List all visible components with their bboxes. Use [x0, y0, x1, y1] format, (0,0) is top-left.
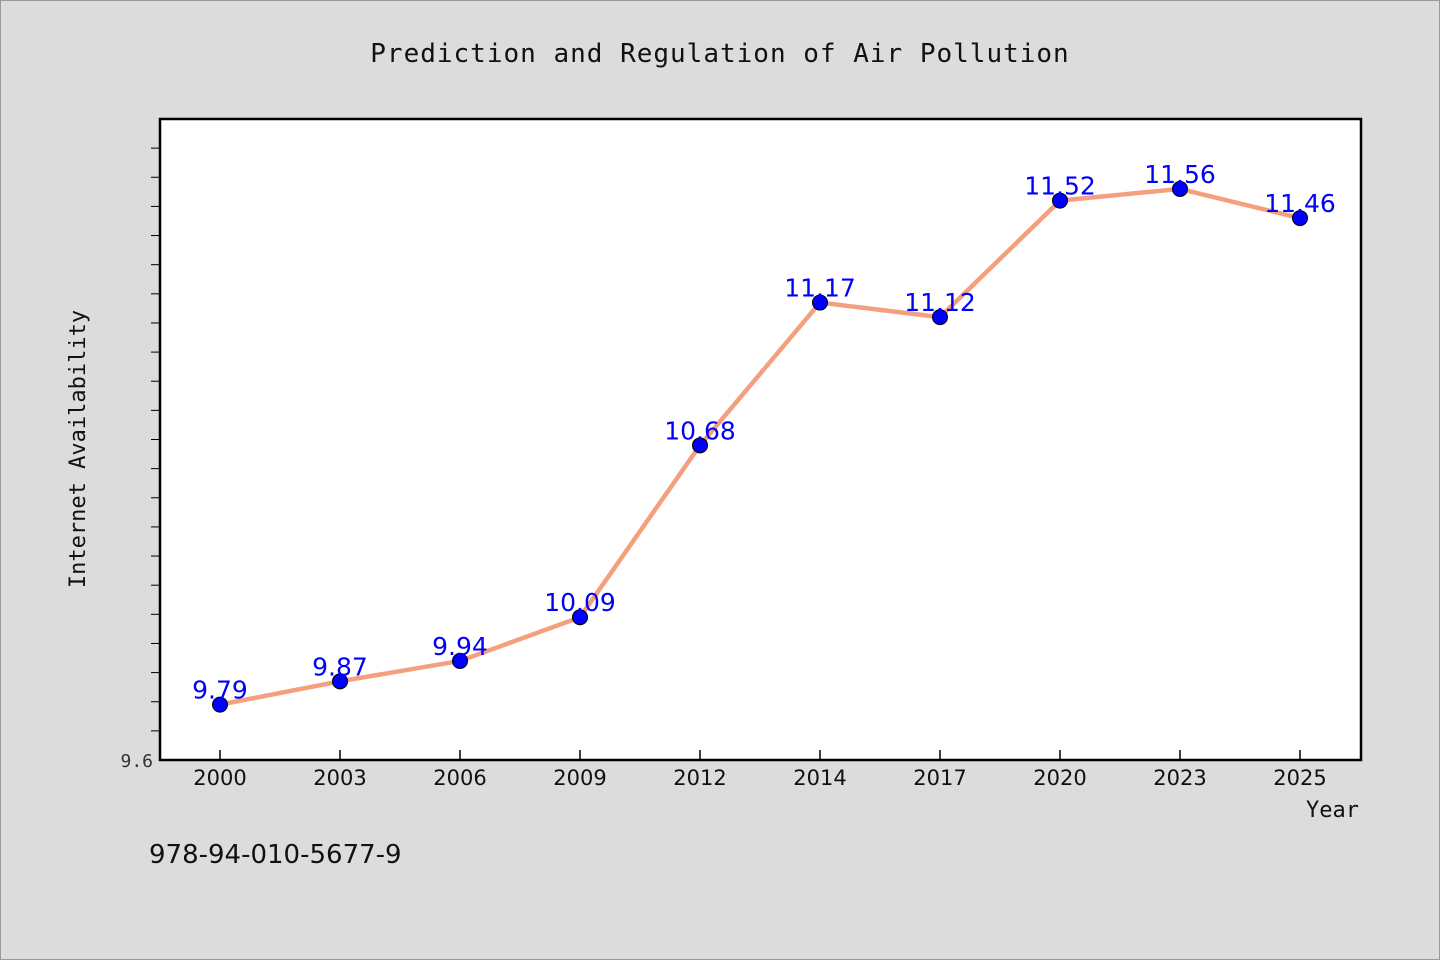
footnote: 978-94-010-5677-9	[149, 840, 402, 870]
x-tick-label: 2009	[553, 766, 606, 790]
data-point	[212, 696, 228, 713]
data-label: 9.79	[192, 676, 248, 705]
data-points	[212, 180, 1308, 713]
data-point	[452, 652, 468, 669]
x-axis-tick-labels: 2000 2003 2006 2009 2012 2014 2017 2020 2023 2025	[193, 766, 1326, 790]
data-label: 11.17	[784, 274, 856, 303]
y-axis-ticks	[151, 147, 160, 732]
x-axis-label: Year	[1306, 798, 1359, 823]
x-tick-label: 2012	[673, 766, 726, 790]
x-tick-label: 2014	[793, 766, 846, 790]
x-tick-label: 2000	[193, 766, 246, 790]
x-tick-label: 2006	[433, 766, 486, 790]
data-point	[692, 437, 708, 454]
data-point	[572, 609, 588, 626]
plot-area	[158, 117, 1363, 762]
chart-title: Prediction and Regulation of Air Polluti…	[370, 39, 1069, 69]
data-label: 9.87	[312, 652, 368, 681]
series-line	[217, 186, 1303, 707]
data-label: 11.46	[1264, 189, 1336, 218]
data-label: 11.52	[1024, 172, 1096, 201]
y-tick-label: 9.6	[120, 751, 153, 772]
data-point	[1052, 192, 1068, 209]
x-tick-label: 2003	[313, 766, 366, 790]
data-label: 11.56	[1144, 160, 1216, 189]
y-axis-label: Internet Availability	[66, 310, 91, 588]
data-labels: 9.79 9.87 9.94 10.09 10.68 11.17 11.12 11.52 11.…	[192, 160, 1336, 705]
data-point	[1292, 210, 1308, 227]
data-point	[1172, 180, 1188, 197]
data-point	[332, 673, 348, 690]
data-label: 11.12	[904, 288, 976, 317]
x-axis-ticks	[219, 750, 1301, 760]
data-label: 10.09	[544, 588, 616, 617]
x-tick-label: 2023	[1153, 766, 1206, 790]
x-tick-label: 2017	[913, 766, 966, 790]
x-tick-label: 2020	[1033, 766, 1086, 790]
data-point	[932, 309, 948, 326]
data-point	[812, 294, 828, 311]
x-tick-label: 2025	[1273, 766, 1326, 790]
data-label: 9.94	[432, 632, 488, 661]
data-label: 10.68	[664, 416, 736, 445]
